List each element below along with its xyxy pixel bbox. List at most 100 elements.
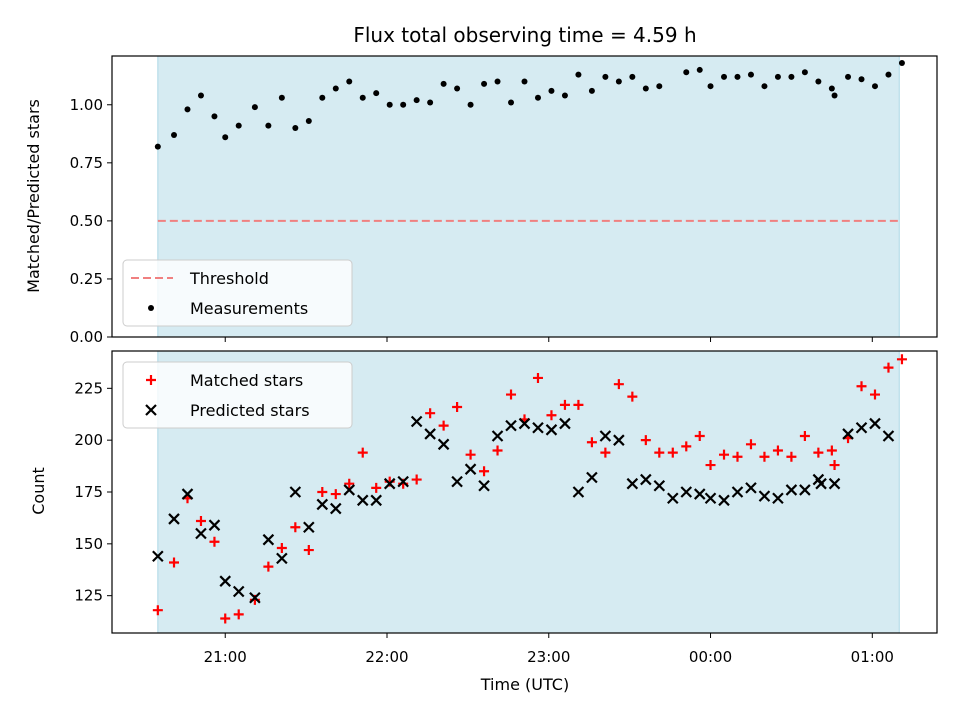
measurement-point <box>508 99 515 106</box>
measurement-point <box>858 76 865 83</box>
measurement-point <box>454 85 461 92</box>
measurement-point <box>481 80 488 87</box>
y-tick-label: 1.00 <box>70 96 103 114</box>
predicted-stars-point <box>262 533 275 546</box>
legend-box <box>122 361 353 429</box>
matched-stars-point <box>694 431 705 442</box>
legend-label: Matched stars <box>190 371 303 390</box>
matched-stars-point <box>573 399 584 410</box>
matched-stars-point <box>330 489 341 500</box>
matched-stars-point <box>209 536 220 547</box>
measurement-point <box>561 92 568 99</box>
measurement-point <box>373 90 380 97</box>
predicted-stars-point <box>424 428 436 440</box>
predicted-stars-point <box>397 475 409 488</box>
matched-stars-point <box>896 354 907 365</box>
predicted-stars-point <box>410 415 423 428</box>
predicted-stars-point <box>303 521 315 534</box>
y-axis-label-count: Count <box>29 467 48 515</box>
matched-stars-point <box>719 449 730 460</box>
matched-stars-point <box>856 381 867 392</box>
measurement-point <box>615 78 622 85</box>
measurement-point <box>197 92 204 99</box>
matched-stars-point <box>613 379 624 390</box>
y-tick-label: 200 <box>74 431 103 449</box>
measurement-point <box>683 69 690 76</box>
matched-stars-point <box>586 437 597 448</box>
matched-stars-point <box>654 447 665 458</box>
predicted-stars-point <box>855 421 868 434</box>
axes-frame <box>111 350 938 634</box>
matched-stars-point <box>627 391 638 402</box>
matched-stars-point <box>667 447 678 458</box>
legend-label: Measurements <box>190 299 308 318</box>
predicted-stars-point <box>545 424 558 436</box>
matched-stars-point <box>465 449 476 460</box>
measurement-point <box>184 106 191 113</box>
matched-stars-point <box>772 445 783 456</box>
measurement-point <box>845 73 852 80</box>
predicted-stars-point <box>168 513 180 525</box>
predicted-stars-point <box>370 494 382 507</box>
x-tick-label: 21:00 <box>204 648 247 666</box>
matched-stars-point <box>681 441 692 452</box>
predicted-stars-point <box>464 463 477 475</box>
matched-stars-point <box>759 451 770 462</box>
predicted-stars-point <box>437 438 450 451</box>
measurement-point <box>788 73 795 80</box>
y-tick-label: 0.25 <box>70 270 103 288</box>
measurement-point <box>386 101 393 108</box>
chart-title: Flux total observing time = 4.59 h <box>353 23 696 47</box>
x-tick-label: 22:00 <box>365 648 408 666</box>
legend-box <box>122 259 353 327</box>
measurement-point <box>359 94 366 101</box>
predicted-stars-point <box>704 492 717 504</box>
matched-stars-point <box>317 487 328 497</box>
matched-stars-point <box>371 482 382 493</box>
predicted-stars-point <box>532 421 544 434</box>
matched-stars-point <box>438 420 449 431</box>
predicted-stars-point <box>640 473 652 486</box>
legend-matched-marker <box>146 375 156 385</box>
matched-stars-point <box>559 399 570 410</box>
matched-stars-point <box>357 447 368 458</box>
predicted-stars-point <box>653 480 666 492</box>
predicted-stars-point <box>586 471 598 484</box>
measurement-point <box>211 113 218 120</box>
matched-stars-point <box>290 522 301 533</box>
predicted-stars-point <box>626 477 639 490</box>
predicted-stars-point <box>799 484 811 496</box>
predicted-stars-point <box>232 585 245 598</box>
x-tick-label: 01:00 <box>851 648 894 666</box>
matched-stars-point <box>452 401 463 412</box>
measurement-point <box>265 122 272 129</box>
measurement-point <box>171 131 178 138</box>
matched-stars-point <box>813 447 824 458</box>
top-panel: 0.00 0.25 0.50 0.75 1.00 Threshold Measurement… <box>70 55 938 346</box>
measurement-point <box>721 73 728 80</box>
predicted-stars-point <box>882 430 895 442</box>
y-tick-label: 125 <box>74 587 103 605</box>
measurement-point <box>588 87 595 94</box>
y-tick-label: 150 <box>74 535 103 553</box>
predicted-stars-point <box>152 550 164 563</box>
predicted-stars-point <box>680 486 693 498</box>
predicted-stars-point <box>491 430 504 442</box>
x-tick-label: 23:00 <box>527 648 570 666</box>
measurement-point <box>400 101 407 108</box>
predicted-stars-point <box>815 477 827 490</box>
matched-stars-point <box>479 466 490 477</box>
measurement-point <box>332 85 339 92</box>
measurement-point <box>413 97 420 104</box>
matched-stars-point <box>826 445 837 456</box>
predicted-stars-point <box>208 519 221 531</box>
predicted-stars-point <box>343 484 356 496</box>
predicted-stars-point <box>518 417 531 430</box>
measurement-point <box>642 85 649 92</box>
measurement-point <box>534 94 541 101</box>
predicted-stars-point <box>613 434 625 446</box>
predicted-stars-point <box>316 498 329 511</box>
matched-stars-point <box>546 410 557 421</box>
measurement-point <box>346 78 353 85</box>
measurement-point <box>707 83 714 90</box>
